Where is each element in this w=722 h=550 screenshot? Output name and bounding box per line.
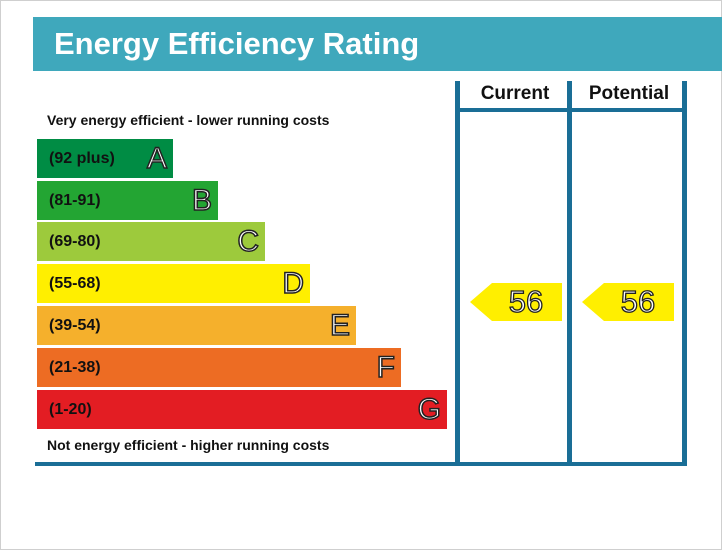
potential-rating-arrow: 56 <box>582 283 674 321</box>
band-letter: A <box>146 141 168 176</box>
band-letter: D <box>282 266 305 301</box>
column-divider-middle <box>567 81 572 466</box>
band-letter: E <box>329 308 351 343</box>
rating-band-c: (69-80) C <box>37 222 265 261</box>
band-range-label: (55-68) <box>49 275 101 292</box>
band-range-label: (69-80) <box>49 233 101 250</box>
rating-band-b: (81-91) B <box>37 181 218 220</box>
current-rating-arrow: 56 <box>470 283 562 321</box>
caption-top: Very energy efficient - lower running co… <box>47 112 330 128</box>
current-arrow-shape <box>470 283 562 321</box>
band-range-label: (39-54) <box>49 317 101 334</box>
column-divider-right <box>682 81 687 466</box>
band-range-label: (81-91) <box>49 192 101 209</box>
rating-band-f: (21-38) F <box>37 348 401 387</box>
band-range-label: (21-38) <box>49 359 101 376</box>
rating-band-a: (92 plus) A <box>37 139 173 178</box>
potential-arrow-shape <box>582 283 674 321</box>
header-underline <box>458 108 686 112</box>
band-letter: G <box>417 392 442 427</box>
band-letter: F <box>376 350 396 385</box>
rating-band-g: (1-20) G <box>37 390 447 429</box>
current-rating-value: 56 <box>508 283 544 319</box>
column-header-current: Current <box>480 83 550 104</box>
rating-band-d: (55-68) D <box>37 264 310 303</box>
band-letter: C <box>237 224 260 259</box>
potential-rating-value: 56 <box>620 283 656 319</box>
column-header-potential: Potential <box>588 83 670 104</box>
band-range-label: (92 plus) <box>49 150 115 167</box>
band-range-label: (1-20) <box>49 401 92 418</box>
caption-bottom: Not energy efficient - higher running co… <box>47 437 330 453</box>
column-divider-left <box>455 81 460 466</box>
rating-band-e: (39-54) E <box>37 306 356 345</box>
band-letter: B <box>191 183 213 218</box>
chart-title: Energy Efficiency Rating <box>33 17 722 71</box>
bottom-rule <box>35 462 687 466</box>
